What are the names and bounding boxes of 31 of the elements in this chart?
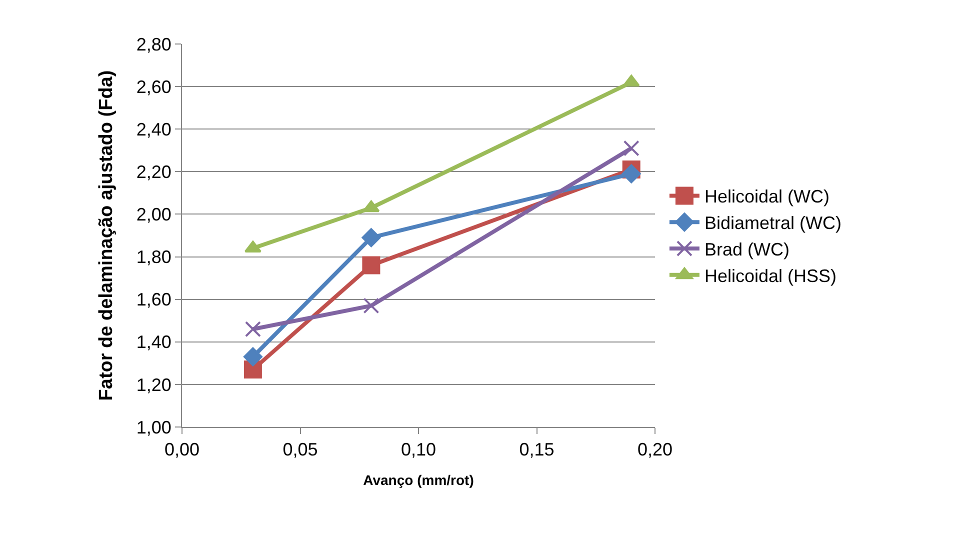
- legend-label: Helicoidal (WC): [704, 186, 830, 207]
- point: [362, 200, 380, 212]
- point: [363, 298, 380, 314]
- x-axis-title: Avanço (mm/rot): [363, 472, 474, 488]
- legend-label: Brad (WC): [704, 240, 790, 260]
- point: [244, 347, 262, 366]
- x-tick-label: 0,00: [164, 440, 200, 460]
- y-tick-label: 2,00: [136, 204, 172, 225]
- point: [622, 74, 640, 87]
- x-tick-label: 0,20: [637, 440, 673, 460]
- y-tick-label: 1,00: [136, 417, 172, 438]
- legend-label: Helicoidal (HSS): [704, 266, 837, 286]
- y-tick-label: 2,20: [136, 162, 172, 182]
- x-tick-label: 0,10: [400, 440, 436, 460]
- point: [244, 240, 262, 253]
- point: [362, 256, 380, 274]
- y-tick-label: 1,20: [136, 374, 172, 395]
- y-tick-label: 1,60: [136, 290, 172, 310]
- x-tick-label: 0,15: [519, 440, 554, 460]
- y-axis-title: Fator de delaminação ajustado (Fda): [96, 70, 118, 401]
- point: [362, 228, 381, 248]
- x-tick-label: 0,05: [282, 440, 318, 460]
- y-tick-label: 2,80: [136, 34, 172, 54]
- y-tick-label: 1,80: [136, 247, 172, 268]
- point: [623, 140, 640, 156]
- y-tick-label: 2,40: [136, 119, 172, 140]
- legend-label: Bidiametral (WC): [704, 213, 842, 234]
- point: [244, 321, 261, 338]
- point: [622, 164, 641, 184]
- y-tick-label: 2,60: [136, 76, 172, 97]
- y-tick-label: 1,40: [136, 332, 172, 352]
